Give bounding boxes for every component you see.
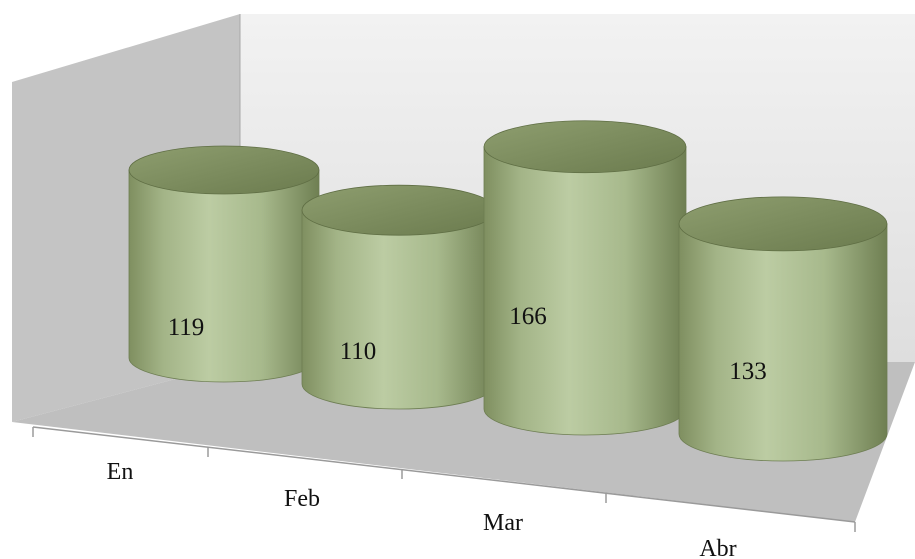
- data-label: 119: [168, 314, 205, 341]
- bar-top: [128, 145, 320, 195]
- bar-body: [301, 209, 497, 410]
- bar-body: [128, 169, 320, 383]
- bars-layer: 119 110 166 133: [128, 120, 888, 462]
- data-label: 166: [509, 303, 547, 330]
- bar-cylinder: 110: [301, 184, 497, 410]
- bar-cylinder: 133: [678, 196, 888, 462]
- category-label-mar: Mar: [483, 510, 523, 536]
- x-axis: [32, 426, 856, 532]
- category-labels: En Feb Mar Abr: [107, 459, 737, 559]
- bar-cylinder: 119: [128, 145, 320, 383]
- category-label-abr: Abr: [699, 536, 736, 559]
- bar-top: [301, 184, 497, 236]
- bar-body: [483, 146, 687, 436]
- data-label: 110: [340, 338, 377, 365]
- x-axis-line: [32, 426, 856, 523]
- bar-top: [483, 120, 687, 174]
- bar-cylinder: 166: [483, 120, 687, 436]
- bar-top: [678, 196, 888, 252]
- category-label-feb: Feb: [284, 486, 320, 512]
- bar-body: [678, 223, 888, 462]
- category-label-en: En: [107, 459, 134, 485]
- data-label: 133: [729, 358, 767, 385]
